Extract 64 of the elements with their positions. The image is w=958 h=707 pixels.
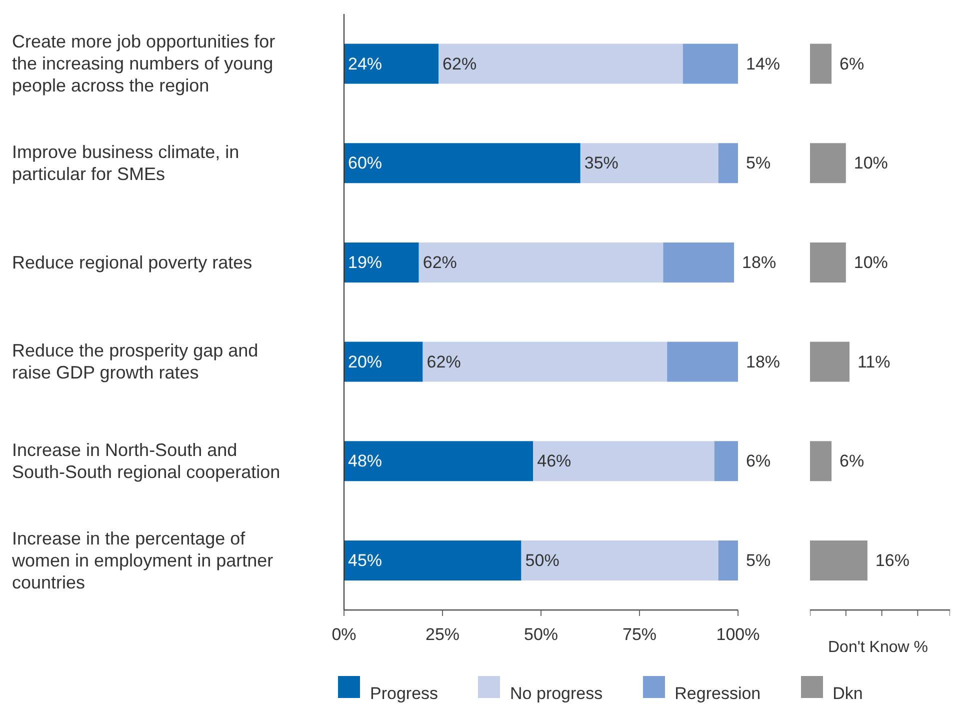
bar — [667, 342, 738, 382]
x-tick-label: 50% — [524, 625, 558, 644]
data-label: 6% — [746, 452, 771, 471]
y-tick-label: Improve business climate, in particular for SMEs — [12, 142, 240, 184]
data-label: 6% — [840, 452, 864, 471]
legend-label: Regression — [674, 684, 761, 704]
data-label: 20% — [348, 352, 382, 372]
bar — [810, 441, 832, 482]
data-label: 14% — [746, 54, 780, 74]
x-tick-label: 100% — [716, 625, 760, 644]
legend-label: No progress — [510, 684, 603, 704]
bar — [438, 44, 683, 84]
bar — [344, 143, 580, 184]
legend-label: Progress — [370, 684, 438, 704]
data-label: 18% — [746, 352, 780, 372]
y-tick-label: Create more job opportunities for the increasing numbers of young people across the region — [12, 32, 276, 96]
bar — [344, 441, 534, 482]
bar — [422, 342, 668, 382]
data-label: 10% — [854, 252, 888, 272]
data-label: 24% — [348, 54, 382, 74]
bar — [533, 441, 714, 482]
y-tick-label: Reduce regional poverty rates — [12, 252, 252, 272]
bar — [418, 242, 664, 282]
data-label: 18% — [742, 252, 776, 272]
bar — [810, 342, 850, 382]
bar — [810, 540, 868, 580]
bar — [344, 44, 439, 84]
data-label: 35% — [584, 154, 618, 173]
data-label: 48% — [348, 452, 382, 471]
data-label: 60% — [348, 154, 382, 173]
data-label: 62% — [426, 352, 461, 372]
data-label: 5% — [746, 550, 771, 570]
bar — [810, 143, 846, 184]
data-label: 46% — [537, 452, 572, 471]
bar — [344, 242, 419, 282]
y-tick-label: Reduce the prosperity gap and raise GDP growth rates — [12, 340, 258, 383]
bar — [580, 143, 718, 184]
data-label: 16% — [875, 550, 910, 570]
bar — [714, 441, 738, 482]
data-label: 11% — [857, 352, 890, 372]
bar — [682, 44, 738, 84]
data-label: 19% — [348, 252, 382, 272]
x-tick-label: 75% — [622, 625, 657, 644]
bar — [718, 540, 738, 580]
bar — [718, 143, 738, 184]
bar — [810, 44, 832, 84]
bar — [810, 242, 846, 282]
data-label: 6% — [840, 54, 864, 74]
data-label: 5% — [746, 154, 771, 173]
x-tick-label: 25% — [425, 625, 460, 644]
x-tick-label: 0% — [332, 625, 356, 644]
y-tick-label: Increase in North-South and South-South regional cooperation — [12, 440, 280, 482]
x-axis-title: Don't Know % — [828, 639, 928, 656]
data-label: 62% — [422, 252, 457, 272]
legend-label: Dkn — [832, 684, 863, 704]
y-tick-label: Increase in the percentage of women in employment in partner countries — [11, 528, 274, 592]
data-label: 45% — [348, 550, 382, 570]
bar — [344, 540, 522, 580]
bar — [663, 242, 734, 282]
data-label: 10% — [854, 154, 888, 173]
data-label: 50% — [525, 550, 560, 570]
data-label: 62% — [442, 54, 477, 74]
bar — [344, 342, 423, 382]
bar — [521, 540, 718, 580]
